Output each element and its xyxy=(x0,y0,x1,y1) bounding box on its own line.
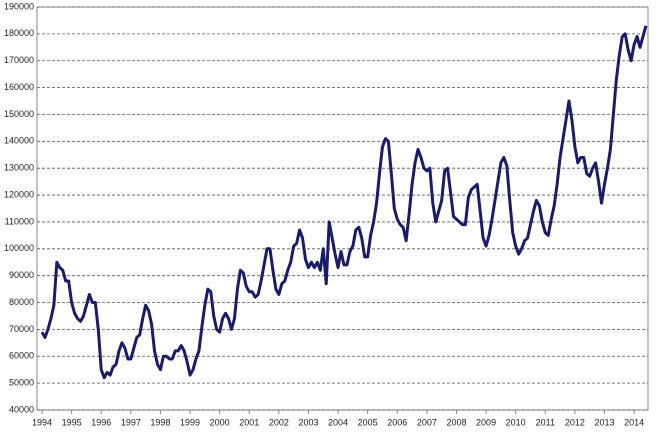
y-tick-label: 50000 xyxy=(9,378,34,388)
y-tick-label: 180000 xyxy=(4,28,34,38)
x-tick-label: 1996 xyxy=(91,417,111,427)
x-tick-label: 2014 xyxy=(624,417,644,427)
x-tick-label: 2002 xyxy=(269,417,289,427)
y-tick-label: 80000 xyxy=(9,297,34,307)
y-tick-label: 40000 xyxy=(9,404,34,414)
x-tick-label: 2005 xyxy=(358,417,378,427)
x-tick-label: 2012 xyxy=(565,417,585,427)
x-tick-label: 1998 xyxy=(150,417,170,427)
y-tick-label: 110000 xyxy=(5,216,34,226)
y-tick-label: 130000 xyxy=(4,163,34,173)
x-tick-label: 1999 xyxy=(180,417,200,427)
x-tick-label: 2006 xyxy=(387,417,407,427)
y-tick-label: 120000 xyxy=(4,189,34,199)
x-tick-label: 2007 xyxy=(417,417,437,427)
plot-area xyxy=(36,6,649,411)
x-tick-label: 2004 xyxy=(328,417,348,427)
y-tick-label: 140000 xyxy=(4,136,34,146)
x-tick-label: 2000 xyxy=(210,417,230,427)
x-tick-label: 2008 xyxy=(446,417,466,427)
y-tick-label: 170000 xyxy=(4,55,34,65)
y-tick-label: 70000 xyxy=(9,324,34,334)
x-tick-label: 1994 xyxy=(32,417,52,427)
x-tick-label: 2010 xyxy=(506,417,526,427)
x-tick-label: 1997 xyxy=(121,417,141,427)
y-tick-label: 60000 xyxy=(9,351,34,361)
x-tick-label: 2001 xyxy=(239,417,259,427)
x-tick-label: 1995 xyxy=(62,417,82,427)
data-line xyxy=(40,25,648,380)
x-tick-label: 2009 xyxy=(476,417,496,427)
y-tick-label: 190000 xyxy=(4,1,34,11)
y-tick-label: 100000 xyxy=(4,243,34,253)
x-tick-label: 2013 xyxy=(594,417,614,427)
y-tick-label: 160000 xyxy=(4,82,34,92)
y-tick-label: 90000 xyxy=(9,270,34,280)
x-tick-label: 2011 xyxy=(536,417,555,427)
y-tick-label: 150000 xyxy=(4,109,34,119)
x-tick-label: 2003 xyxy=(298,417,318,427)
